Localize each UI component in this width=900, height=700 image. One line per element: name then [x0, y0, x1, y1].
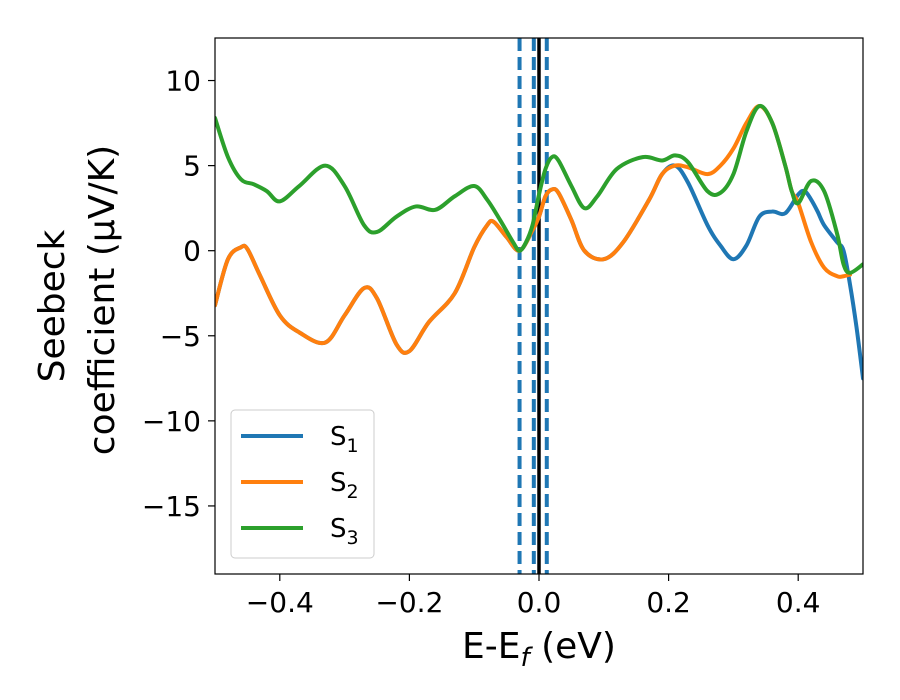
y-tick-label: −5 [160, 320, 201, 353]
x-tick-label: 0.4 [776, 586, 821, 619]
y-tick-label: 0 [183, 235, 201, 268]
y-axis-title-line1: Seebeck [32, 229, 73, 382]
y-tick-label: −15 [142, 490, 201, 523]
x-axis-title: E-Ef (eV) [462, 626, 616, 673]
x-tick-label: 0.2 [646, 586, 691, 619]
y-tick-label: −10 [142, 405, 201, 438]
y-tick-label: 5 [183, 150, 201, 183]
x-tick-label: 0.0 [517, 586, 562, 619]
legend: S1 S2 S3 [230, 409, 375, 559]
legend-label-s3: S3 [330, 514, 359, 549]
y-axis-title-line2: coefficient (μV/K) [82, 145, 123, 455]
y-tick-label: 10 [165, 65, 201, 98]
x-tick-label: −0.2 [375, 586, 443, 619]
legend-label-s1: S1 [330, 422, 359, 457]
x-tick-label: −0.4 [246, 586, 314, 619]
series-line-s3 [215, 103, 863, 275]
legend-label-s2: S2 [330, 468, 359, 503]
